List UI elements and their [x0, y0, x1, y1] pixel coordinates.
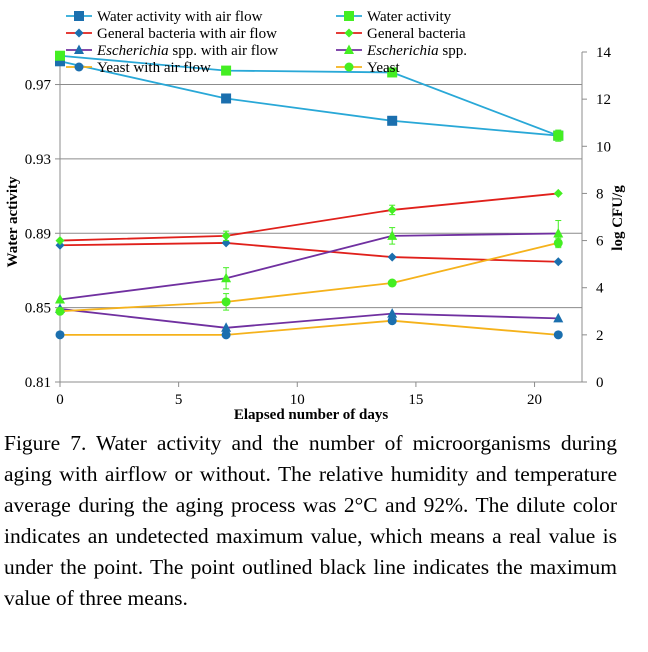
data-point [387, 252, 397, 262]
data-point [553, 130, 564, 141]
y-right-tick-label: 10 [596, 139, 611, 155]
data-point [221, 65, 232, 76]
legend-label: Yeast with air flow [97, 60, 211, 76]
figure-caption: Figure 7. Water activity and the number … [4, 431, 617, 610]
data-point [221, 330, 231, 340]
series-line [60, 319, 559, 336]
y-axis-label-right: log CFU/g [610, 185, 626, 251]
data-point [221, 297, 231, 307]
legend-label: Water activity with air flow [97, 9, 263, 25]
data-point [553, 312, 564, 323]
data-point [55, 330, 65, 340]
data-point [55, 294, 65, 304]
y-right-tick-label: 0 [596, 375, 604, 391]
legend: Water activity with air flow Water activi… [66, 9, 467, 76]
x-tick-label: 5 [175, 392, 183, 408]
data-point [553, 228, 564, 238]
legend-item-4: General bacteria [336, 26, 466, 42]
y-left-tick-label: 0.81 [25, 375, 51, 391]
y-right-tick-label: 8 [596, 186, 604, 202]
legend-label: Water activity [367, 9, 452, 25]
legend-label: Escherichia spp. [366, 43, 467, 59]
y-left-tick-label: 0.97 [25, 78, 52, 94]
legend-item-3: General bacteria with air flow [66, 26, 277, 42]
series-line [59, 60, 559, 137]
legend-label: General bacteria [367, 26, 466, 42]
data-point [387, 205, 397, 215]
grid-lines [60, 84, 582, 309]
y-axis-label-left: Water activity [5, 176, 21, 267]
axis-ticks: 0.81 0.85 0.89 0.93 0.97 0 2 4 6 8 10 12 14 0 5 10 15 20 [25, 45, 612, 408]
series-line [59, 54, 559, 137]
data-point [387, 115, 398, 126]
series-line [59, 242, 559, 313]
data-point [387, 278, 397, 288]
plot-frame [59, 52, 583, 383]
legend-item-6: Escherichia spp. [336, 43, 467, 59]
data-point [553, 330, 563, 340]
legend-item-8: Yeast [336, 60, 400, 76]
legend-marker [344, 28, 354, 38]
data-point [221, 272, 232, 283]
legend-marker [74, 11, 84, 21]
y-left-tick-label: 0.89 [25, 226, 51, 242]
y-right-tick-label: 4 [596, 281, 604, 297]
data-point [387, 67, 398, 78]
data-point [221, 231, 231, 241]
data-point [553, 257, 563, 267]
x-tick-label: 10 [290, 392, 305, 408]
x-tick-label: 20 [527, 392, 542, 408]
data-point [55, 56, 65, 67]
series-line [59, 192, 559, 242]
x-tick-label: 15 [408, 392, 423, 408]
series-2 [55, 50, 564, 142]
data-point [387, 230, 398, 240]
legend-marker [74, 44, 84, 54]
legend-marker [74, 28, 84, 38]
series-line [59, 232, 559, 301]
series-3 [55, 238, 563, 267]
y-left-tick-label: 0.93 [25, 152, 51, 168]
series-4 [55, 188, 563, 246]
series-line [59, 308, 559, 329]
legend-item-2: Water activity [336, 9, 452, 25]
data-point [387, 308, 398, 318]
data-point [55, 240, 65, 250]
legend-marker [74, 62, 84, 72]
series-layer [55, 50, 564, 340]
x-axis-label: Elapsed number of days [234, 407, 389, 423]
data-point [221, 322, 232, 332]
series-8 [55, 237, 563, 316]
series-line [59, 242, 559, 263]
data-point [553, 188, 563, 198]
legend-label: Escherichia spp. with air flow [96, 43, 278, 59]
series-6 [55, 220, 564, 304]
series-7 [55, 316, 563, 340]
data-point [221, 93, 232, 104]
legend-label: Yeast [367, 60, 400, 76]
legend-marker [344, 11, 354, 21]
legend-marker [344, 62, 354, 72]
y-right-tick-label: 2 [596, 328, 604, 344]
y-right-tick-label: 6 [596, 234, 604, 250]
legend-label: General bacteria with air flow [97, 26, 277, 42]
y-right-tick-label: 14 [596, 45, 612, 61]
legend-item-5: Escherichia spp. with air flow [66, 43, 278, 59]
data-point [387, 316, 397, 326]
data-point [55, 50, 65, 61]
legend-marker [344, 44, 354, 54]
legend-item-1: Water activity with air flow [66, 9, 263, 25]
data-point [55, 306, 65, 316]
data-point [55, 236, 65, 246]
x-tick-label: 0 [56, 392, 64, 408]
y-left-tick-label: 0.85 [25, 301, 51, 317]
y-right-tick-label: 12 [596, 92, 611, 108]
legend-item-7: Yeast with air flow [66, 60, 211, 76]
